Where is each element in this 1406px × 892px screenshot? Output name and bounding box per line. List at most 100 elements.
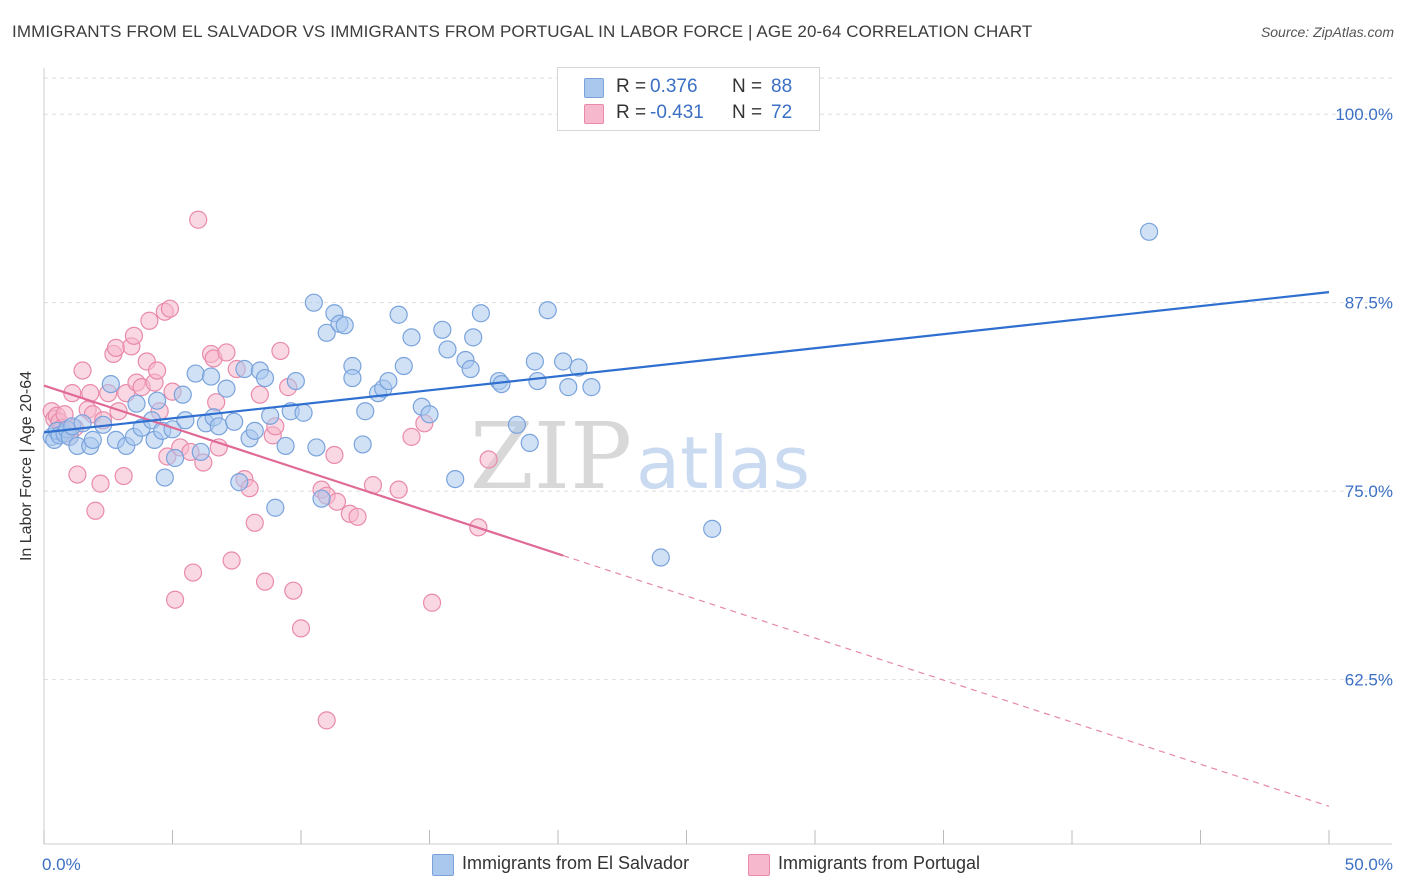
data-point-portugal <box>222 551 241 570</box>
y-tick-label: 87.5% <box>1345 294 1393 313</box>
data-point-el-salvador <box>554 352 573 371</box>
data-point-el-salvador <box>471 304 490 323</box>
data-point-el-salvador <box>286 371 305 391</box>
gridlines <box>44 77 1392 681</box>
data-point-el-salvador <box>379 371 398 391</box>
data-point-el-salvador <box>307 438 326 457</box>
data-point-el-salvador <box>101 374 120 394</box>
data-point-el-salvador <box>276 436 295 456</box>
data-point-el-salvador <box>186 364 205 383</box>
data-point-el-salvador <box>520 433 539 453</box>
data-point-portugal <box>389 480 408 499</box>
watermark: ZIP atlas <box>470 403 810 510</box>
data-point-portugal <box>68 465 87 484</box>
data-point-el-salvador <box>461 359 480 379</box>
data-point-el-salvador <box>209 417 228 436</box>
data-point-portugal <box>183 563 203 582</box>
legend-swatch-blue <box>432 854 454 876</box>
legend-swatch-blue <box>584 78 604 98</box>
data-point-portugal <box>109 402 128 421</box>
data-point-el-salvador <box>304 293 323 312</box>
y-tick-label: 62.5% <box>1345 671 1393 690</box>
legend-r-label: R = <box>616 102 647 123</box>
data-point-el-salvador <box>173 385 192 404</box>
legend-swatch-pink <box>748 854 770 876</box>
x-tick-labels: 0.0% 50.0% <box>42 855 1393 874</box>
data-point-el-salvador <box>335 316 354 335</box>
data-point-el-salvador <box>528 371 547 391</box>
legend-label-el-salvador: Immigrants from El Salvador <box>462 853 690 873</box>
data-point-el-salvador <box>559 378 578 397</box>
y-tick-label: 100.0% <box>1335 105 1393 124</box>
trend-lines <box>43 291 1330 807</box>
data-point-el-salvador <box>225 412 244 431</box>
legend-row-portugal: R = -0.431 N = 72 <box>558 100 819 126</box>
data-point-el-salvador <box>317 323 336 342</box>
y-tick-label: 75.0% <box>1345 482 1393 501</box>
data-point-el-salvador <box>569 358 588 377</box>
data-point-portugal <box>114 466 133 486</box>
data-point-el-salvador <box>165 448 185 468</box>
trend-line-portugal <box>43 384 564 557</box>
data-point-portugal <box>73 361 92 380</box>
data-point-el-salvador <box>201 367 221 386</box>
data-point-el-salvador <box>266 498 285 517</box>
data-point-el-salvador <box>582 378 601 397</box>
data-point-portugal <box>348 507 367 526</box>
data-point-el-salvador <box>402 328 421 347</box>
legend-row-el-salvador: R = 0.376 N = 88 <box>558 74 819 100</box>
data-point-el-salvador <box>235 359 254 379</box>
data-point-el-salvador <box>191 442 210 462</box>
data-point-el-salvador <box>255 368 275 388</box>
data-point-portugal <box>327 492 347 511</box>
legend-label-portugal: Immigrants from Portugal <box>778 853 981 873</box>
data-point-el-salvador <box>261 406 280 425</box>
data-point-el-salvador <box>389 305 408 324</box>
series-portugal-points <box>42 210 498 730</box>
data-point-portugal <box>217 343 236 362</box>
chart-title: IMMIGRANTS FROM EL SALVADOR VS IMMIGRANT… <box>12 22 1033 41</box>
y-tick-labels: 62.5% 75.0% 87.5% 100.0% <box>1335 105 1393 689</box>
data-point-el-salvador <box>127 394 146 413</box>
data-point-portugal <box>402 427 421 446</box>
data-point-el-salvador <box>1139 222 1159 241</box>
y-axis-label: In Labor Force | Age 20-64 <box>18 370 35 562</box>
data-point-el-salvador <box>525 352 544 371</box>
x-tick-label-max: 50.0% <box>1345 855 1393 874</box>
legend-r-label: R = <box>616 76 647 97</box>
data-point-el-salvador <box>433 320 452 339</box>
data-point-portugal <box>106 338 126 358</box>
legend-n-label: N = <box>732 102 763 123</box>
data-point-portugal <box>291 619 311 638</box>
data-point-portugal <box>255 572 275 591</box>
series-legend: Immigrants from El Salvador Immigrants f… <box>0 852 1406 878</box>
data-point-el-salvador <box>217 379 236 398</box>
data-point-el-salvador <box>394 356 413 376</box>
data-point-el-salvador <box>312 489 331 508</box>
data-point-portugal <box>189 210 208 229</box>
data-point-el-salvador <box>356 402 375 421</box>
data-point-portugal <box>124 326 144 345</box>
data-point-el-salvador <box>420 405 439 424</box>
correlation-legend: R = 0.376 N = 88 R = -0.431 N = 72 <box>557 67 820 131</box>
data-point-el-salvador <box>176 411 195 430</box>
data-point-portugal <box>91 474 110 493</box>
data-point-portugal <box>165 590 185 609</box>
data-point-portugal <box>147 361 167 380</box>
data-point-el-salvador <box>147 391 167 410</box>
legend-r-value: 0.376 <box>650 76 698 97</box>
data-point-portugal <box>86 501 105 520</box>
data-point-el-salvador <box>464 328 483 347</box>
source-credit: Source: ZipAtlas.com <box>1260 24 1394 40</box>
data-point-portugal <box>325 445 344 465</box>
legend-n-value: 88 <box>771 76 793 97</box>
data-point-el-salvador <box>155 468 174 487</box>
data-point-portugal <box>245 513 264 532</box>
series-el-salvador-points <box>42 222 1159 567</box>
axes <box>43 68 1392 845</box>
data-point-el-salvador <box>343 368 362 388</box>
trend-line-extension-portugal <box>562 554 1330 807</box>
data-point-el-salvador <box>651 548 670 567</box>
data-point-el-salvador <box>83 430 102 449</box>
